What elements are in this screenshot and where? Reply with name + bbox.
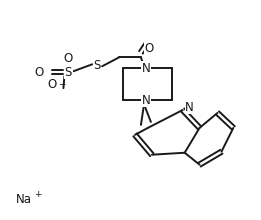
Text: O: O	[144, 42, 153, 55]
Text: O: O	[34, 66, 43, 79]
Text: N: N	[185, 101, 194, 114]
Text: S: S	[65, 66, 72, 79]
Text: O: O	[48, 78, 57, 91]
Text: +: +	[34, 190, 41, 199]
Text: S: S	[93, 59, 101, 72]
Text: −: −	[58, 79, 66, 88]
Text: Na: Na	[16, 193, 32, 206]
Text: N: N	[141, 62, 150, 75]
Text: O: O	[64, 52, 73, 65]
Text: N: N	[141, 94, 150, 106]
